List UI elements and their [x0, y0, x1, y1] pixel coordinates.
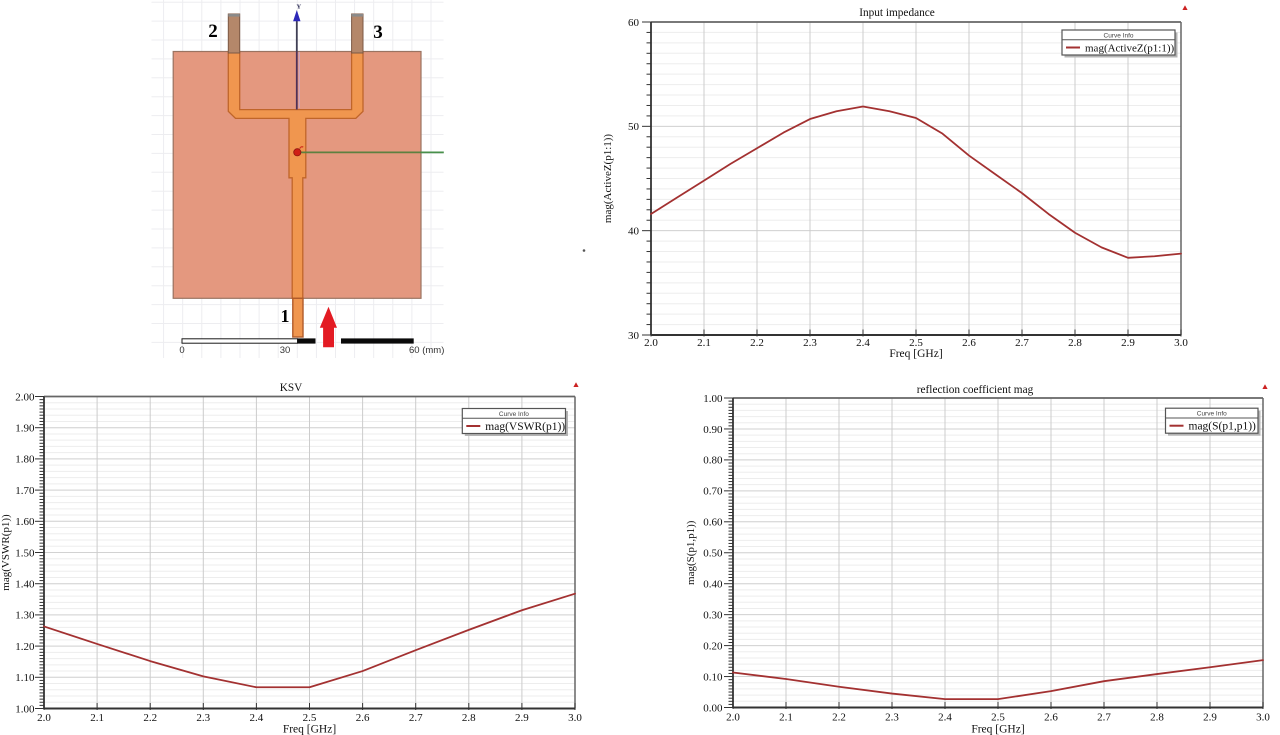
svg-text:mag(ActiveZ(p1:1)): mag(ActiveZ(p1:1)) [602, 134, 614, 224]
svg-text:reflection coefficient mag: reflection coefficient mag [917, 384, 1034, 396]
svg-text:2.1: 2.1 [697, 337, 711, 349]
svg-text:2.6: 2.6 [1044, 712, 1058, 724]
svg-text:2.0: 2.0 [726, 712, 740, 724]
svg-text:3.0: 3.0 [1174, 337, 1188, 349]
svg-text:Curve Info: Curve Info [499, 411, 529, 418]
svg-text:2.1: 2.1 [779, 712, 793, 724]
svg-text:2.3: 2.3 [885, 712, 899, 724]
svg-text:KSV: KSV [280, 382, 303, 394]
svg-text:0.40: 0.40 [703, 579, 723, 591]
svg-text:3.0: 3.0 [1256, 712, 1270, 724]
svg-text:2.5: 2.5 [991, 712, 1005, 724]
svg-text:2.8: 2.8 [1150, 712, 1164, 724]
svg-text:1.00: 1.00 [15, 703, 35, 715]
svg-text:1.10: 1.10 [15, 672, 35, 684]
svg-text:Freq [GHz]: Freq [GHz] [283, 724, 336, 735]
svg-text:2.8: 2.8 [462, 712, 476, 724]
svg-text:mag(S(p1,p1)): mag(S(p1,p1)) [1189, 421, 1257, 433]
svg-text:2.4: 2.4 [250, 712, 264, 724]
svg-text:0: 0 [179, 345, 184, 356]
svg-text:2.5: 2.5 [303, 712, 317, 724]
svg-text:2.9: 2.9 [1121, 337, 1135, 349]
svg-text:Curve Info: Curve Info [1104, 32, 1134, 39]
svg-text:mag(S(p1,p1)): mag(S(p1,p1)) [685, 520, 697, 585]
svg-text:1.70: 1.70 [15, 485, 35, 497]
svg-text:3.0: 3.0 [568, 712, 582, 724]
svg-text:2.3: 2.3 [196, 712, 210, 724]
svg-text:30: 30 [280, 345, 291, 356]
svg-text:2.5: 2.5 [909, 337, 923, 349]
svg-text:0.10: 0.10 [703, 671, 723, 683]
svg-text:2.1: 2.1 [90, 712, 104, 724]
svg-text:mag(VSWR(p1)): mag(VSWR(p1)) [0, 514, 12, 591]
svg-text:1.30: 1.30 [15, 610, 35, 622]
svg-text:Curve Info: Curve Info [1197, 411, 1227, 418]
svg-text:0.60: 0.60 [703, 517, 723, 529]
svg-text:40: 40 [628, 225, 640, 237]
svg-text:60: 60 [628, 17, 640, 29]
svg-text:50: 50 [628, 121, 640, 133]
svg-text:2.2: 2.2 [750, 337, 764, 349]
svg-text:2.3: 2.3 [803, 337, 817, 349]
svg-text:1.80: 1.80 [15, 454, 35, 466]
svg-text:2.6: 2.6 [962, 337, 976, 349]
svg-text:1.00: 1.00 [703, 393, 723, 405]
svg-text:0.80: 0.80 [703, 455, 723, 467]
svg-text:1.20: 1.20 [15, 641, 35, 653]
svg-text:0.30: 0.30 [703, 609, 723, 621]
svg-text:2.2: 2.2 [143, 712, 157, 724]
svg-text:Input impedance: Input impedance [859, 7, 935, 19]
svg-text:1.50: 1.50 [15, 547, 35, 559]
svg-text:60 (mm): 60 (mm) [409, 345, 444, 356]
svg-text:2: 2 [208, 21, 218, 42]
svg-text:2.7: 2.7 [409, 712, 423, 724]
svg-text:2.2: 2.2 [832, 712, 846, 724]
svg-text:1.90: 1.90 [15, 423, 35, 435]
svg-text:mag(VSWR(p1)): mag(VSWR(p1)) [485, 421, 565, 433]
svg-text:3: 3 [373, 22, 383, 43]
svg-text:Y: Y [296, 4, 301, 11]
svg-text:0.70: 0.70 [703, 486, 723, 498]
svg-text:0.90: 0.90 [703, 424, 723, 436]
svg-text:1.40: 1.40 [15, 579, 35, 591]
svg-text:1: 1 [281, 306, 290, 326]
svg-text:2.4: 2.4 [856, 337, 870, 349]
svg-text:1.60: 1.60 [15, 516, 35, 528]
svg-text:2.8: 2.8 [1068, 337, 1082, 349]
svg-text:2.00: 2.00 [15, 391, 35, 403]
svg-text:30: 30 [628, 330, 640, 342]
svg-text:2.9: 2.9 [1203, 712, 1217, 724]
svg-text:0.20: 0.20 [703, 640, 723, 652]
svg-text:2.0: 2.0 [37, 712, 51, 724]
svg-text:Freq [GHz]: Freq [GHz] [971, 724, 1024, 735]
svg-text:2.6: 2.6 [356, 712, 370, 724]
svg-text:2.7: 2.7 [1015, 337, 1029, 349]
svg-text:2.4: 2.4 [938, 712, 952, 724]
svg-text:2.0: 2.0 [644, 337, 658, 349]
svg-text:mag(ActiveZ(p1:1)): mag(ActiveZ(p1:1)) [1085, 42, 1175, 54]
svg-text:Freq [GHz]: Freq [GHz] [889, 348, 942, 360]
svg-text:2.7: 2.7 [1097, 712, 1111, 724]
svg-text:2.9: 2.9 [515, 712, 529, 724]
svg-text:0.50: 0.50 [703, 548, 723, 560]
svg-text:0.00: 0.00 [703, 702, 723, 714]
